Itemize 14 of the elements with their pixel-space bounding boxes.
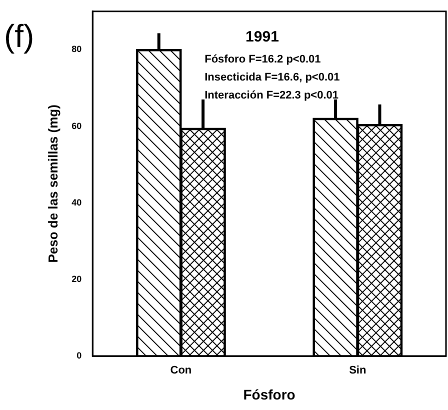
y-tick-label: 40 (72, 197, 82, 208)
x-tick-label: Con (170, 364, 192, 377)
y-tick-label: 80 (72, 44, 82, 54)
annotation: Insecticida F=16.6, p<0.01 (204, 71, 340, 84)
x-tick-label: Sin (349, 364, 366, 377)
x-axis-title: Fósforo (243, 386, 296, 402)
annotation: Fósforo F=16.2 p<0.01 (204, 53, 321, 66)
y-tick-label: 0 (76, 350, 82, 360)
y-tick-label: 60 (72, 120, 82, 131)
y-tick-label: 20 (72, 274, 82, 284)
annotation: Interacción F=22.3 p<0.01 (204, 89, 339, 102)
text: 1991 (246, 28, 279, 46)
y-axis-title: Peso de las semillas (mg) (45, 104, 60, 263)
text: (f) (4, 18, 34, 54)
